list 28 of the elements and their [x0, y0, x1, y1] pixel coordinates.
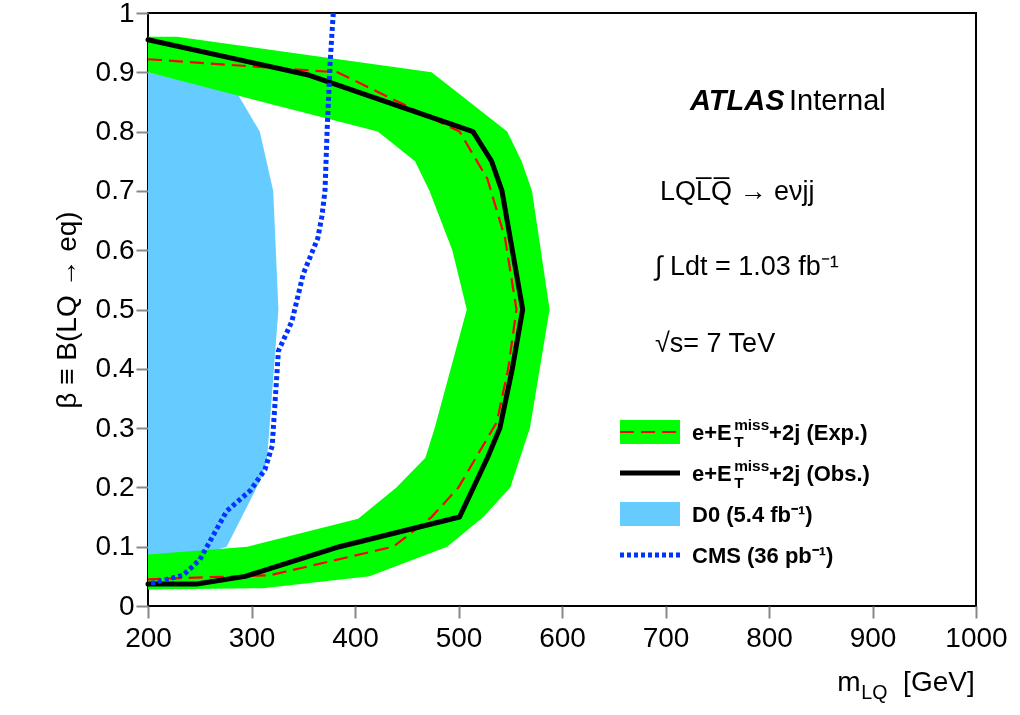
legend-label: CMS (36 pb⁻¹): [692, 543, 834, 568]
x-tick-label: 700: [642, 621, 690, 653]
y-axis-title: β ≡ B(LQ → eq): [50, 211, 82, 409]
x-tick-label: 500: [435, 621, 483, 653]
y-tick-label: 0.5: [95, 293, 135, 324]
y-tick-label: 0: [118, 589, 135, 621]
annotation: Internal: [789, 84, 886, 116]
y-tick-label: 1: [118, 0, 135, 28]
x-tick-label: 800: [746, 621, 793, 653]
y-tick-label: 0.6: [95, 233, 135, 265]
y-tick-label: 0.7: [95, 174, 135, 206]
x-tick-label: 200: [125, 621, 172, 653]
x-tick-label: 1000: [945, 621, 1008, 653]
annotation: LQL̅Q̅ → eνjj: [660, 176, 815, 206]
x-tick-label: 600: [539, 621, 586, 653]
annotation: √s= 7 TeV: [655, 328, 776, 358]
x-tick-label: 400: [332, 621, 379, 653]
annotation: ATLAS: [689, 84, 786, 116]
x-tick-label: 300: [228, 621, 276, 653]
y-tick-label: 0.1: [95, 530, 135, 562]
y-tick-label: 0.2: [95, 470, 135, 502]
x-tick-label: 900: [849, 621, 897, 653]
y-tick-label: 0.3: [95, 411, 135, 443]
legend-label: D0 (5.4 fb⁻¹): [692, 502, 813, 527]
annotation: ∫ Ldt = 1.03 fb⁻¹: [653, 251, 839, 281]
y-tick-label: 0.4: [95, 352, 135, 384]
y-tick-label: 0.9: [95, 55, 135, 87]
y-tick-label: 0.8: [95, 115, 135, 147]
